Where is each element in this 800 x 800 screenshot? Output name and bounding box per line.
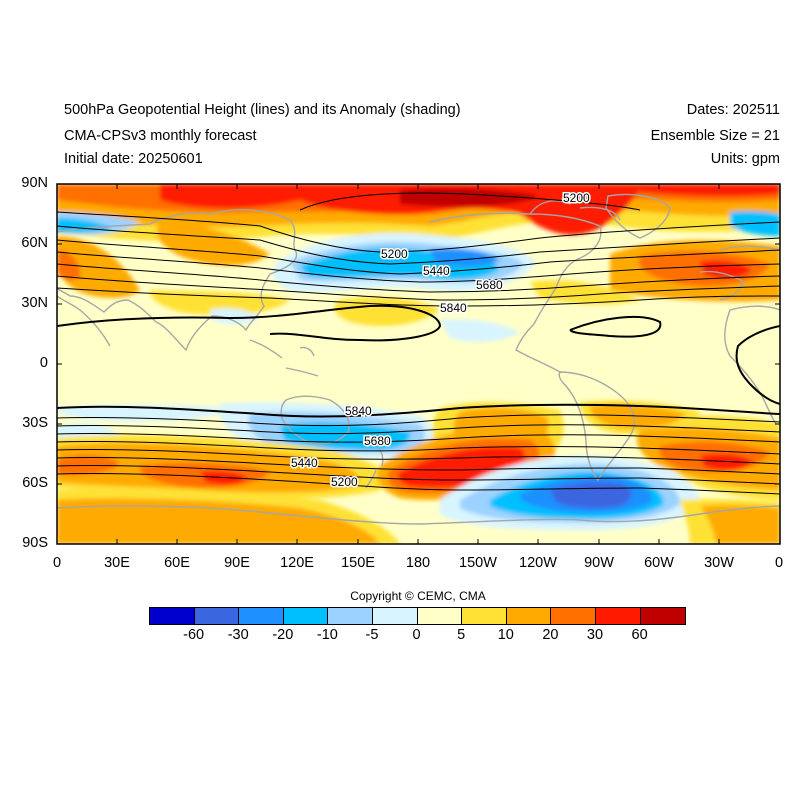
forecast-dates: Dates: 202511 <box>686 102 780 118</box>
colorbar-label: 60 <box>631 627 648 643</box>
colorbar-label: -5 <box>365 627 379 643</box>
lat-tick-label: 30S <box>22 415 48 431</box>
lon-tick-label: 60E <box>164 555 190 571</box>
colorbar-label: 0 <box>412 627 421 643</box>
colorbar-cell <box>283 608 329 624</box>
map-title: 500hPa Geopotential Height (lines) and i… <box>64 102 461 118</box>
coastlines <box>57 193 780 525</box>
colorbar-cell <box>551 608 596 624</box>
contour-label: 5680 <box>364 434 391 448</box>
colorbar <box>149 607 687 625</box>
colorbar-label: 5 <box>457 627 466 643</box>
lat-tick-label: 90N <box>21 175 48 191</box>
units-label: Units: gpm <box>710 151 780 167</box>
height-contours <box>57 192 780 495</box>
lat-tick-label: 60S <box>22 475 48 491</box>
lat-tick-label: 60N <box>21 235 48 251</box>
axis-ticks <box>57 183 780 545</box>
contour-label: 5840 <box>440 301 467 315</box>
colorbar-cell <box>506 608 552 624</box>
contour-label: 5440 <box>291 456 318 470</box>
lon-tick-label: 90W <box>584 555 614 571</box>
contour-label: 5440 <box>423 264 450 278</box>
lon-tick-label: 30W <box>704 555 734 571</box>
colorbar-cell <box>372 608 418 624</box>
lon-tick-label: 30E <box>104 555 130 571</box>
colorbar-label: 10 <box>497 627 514 643</box>
contour-label: 5680 <box>476 278 503 292</box>
colorbar-cell <box>328 608 373 624</box>
lon-tick-label: 180 <box>405 555 431 571</box>
lon-tick-label: 150W <box>459 555 497 571</box>
lon-tick-label: 120W <box>519 555 557 571</box>
lon-tick-label: 150E <box>341 555 375 571</box>
copyright-text: Copyright © CEMC, CMA <box>350 589 486 603</box>
ensemble-size: Ensemble Size = 21 <box>650 128 780 144</box>
contour-label: 5200 <box>331 475 358 489</box>
contour-label: 5840 <box>345 404 372 418</box>
lat-tick-label: 30N <box>21 295 48 311</box>
colorbar-cell <box>595 608 641 624</box>
lon-tick-label: 90E <box>224 555 250 571</box>
lat-tick-label: 0 <box>39 355 48 371</box>
contour-label: 5200 <box>563 191 590 205</box>
colorbar-cell <box>462 608 507 624</box>
anomaly-shading <box>57 184 780 544</box>
lat-tick-label: 90S <box>22 535 48 551</box>
colorbar-cell <box>417 608 463 624</box>
lon-tick-label: 0 <box>774 555 784 571</box>
colorbar-cell <box>194 608 240 624</box>
model-label: CMA-CPSv3 monthly forecast <box>64 128 257 144</box>
colorbar-label: 20 <box>542 627 559 643</box>
lon-tick-label: 60W <box>644 555 674 571</box>
colorbar-label: -30 <box>227 627 249 643</box>
colorbar-cell <box>239 608 284 624</box>
colorbar-label: -60 <box>183 627 205 643</box>
initial-date: Initial date: 20250601 <box>64 151 203 167</box>
colorbar-cell <box>150 608 195 624</box>
colorbar-label: 30 <box>586 627 604 643</box>
colorbar-label: -10 <box>316 627 338 643</box>
contour-label: 5200 <box>381 247 408 261</box>
lon-tick-label: 0 <box>52 555 62 571</box>
contour-labels: 5200 5200 5440 5680 5840 5840 5680 5440 … <box>290 190 592 491</box>
lon-tick-label: 120E <box>280 555 314 571</box>
colorbar-cell <box>640 608 686 624</box>
colorbar-label: -20 <box>272 627 294 643</box>
